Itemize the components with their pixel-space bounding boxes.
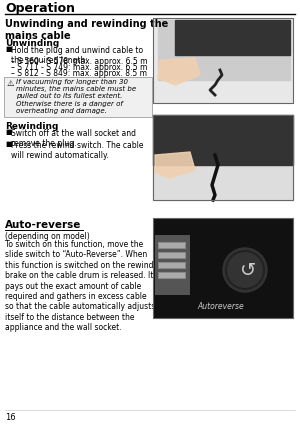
Text: ⚠: ⚠ [7,79,14,88]
Bar [158,242,186,249]
Bar [159,273,185,278]
Polygon shape [158,20,290,80]
Text: If vacuuming for longer than 30
minutes, the mains cable must be
pulled out to i: If vacuuming for longer than 30 minutes,… [16,79,136,113]
Polygon shape [175,20,290,55]
Bar [153,115,293,200]
Bar [158,262,186,269]
Bar [153,115,293,200]
Bar [159,243,185,248]
Text: – S 812 - S 849: max. approx. 8.5 m: – S 812 - S 849: max. approx. 8.5 m [11,69,147,78]
Text: Operation: Operation [5,2,75,15]
Polygon shape [158,58,200,85]
Bar [158,272,186,279]
Text: Auto-reverse: Auto-reverse [5,220,81,230]
Text: Autoreverse: Autoreverse [197,302,244,311]
Text: Hold the plug and unwind cable to
the required length:: Hold the plug and unwind cable to the re… [11,46,143,65]
Bar [159,253,185,258]
Bar [155,235,190,295]
FancyBboxPatch shape [4,77,152,117]
Text: ■: ■ [5,46,12,52]
Text: To switch on this function, move the
slide switch to “Auto-Reverse”. When
this f: To switch on this function, move the sli… [5,240,155,332]
Text: – S 560 - S 578: max. approx. 6.5 m: – S 560 - S 578: max. approx. 6.5 m [11,57,148,66]
Text: – S 711 - S 749: max. approx. 6.5 m: – S 711 - S 749: max. approx. 6.5 m [11,63,147,72]
Text: Rewinding: Rewinding [5,122,58,131]
Text: Unwinding and rewinding the
mains cable: Unwinding and rewinding the mains cable [5,19,168,41]
Text: Switch off at the wall socket and
remove the plug.: Switch off at the wall socket and remove… [11,129,136,148]
Bar [153,18,293,103]
Polygon shape [153,115,293,165]
Bar [153,218,293,318]
Text: 16: 16 [5,413,16,422]
Polygon shape [153,115,293,200]
Text: (depending on model): (depending on model) [5,232,90,241]
Circle shape [223,248,267,292]
Text: ■: ■ [5,141,12,147]
Text: ■: ■ [5,129,12,135]
Text: Unwinding: Unwinding [5,39,59,48]
Bar [159,263,185,268]
Bar [153,218,293,318]
Polygon shape [155,152,195,178]
Text: ↺: ↺ [240,261,256,280]
Text: Press the rewind switch. The cable
will rewind automatically.: Press the rewind switch. The cable will … [11,141,143,160]
Bar [158,252,186,259]
Bar [153,18,293,103]
